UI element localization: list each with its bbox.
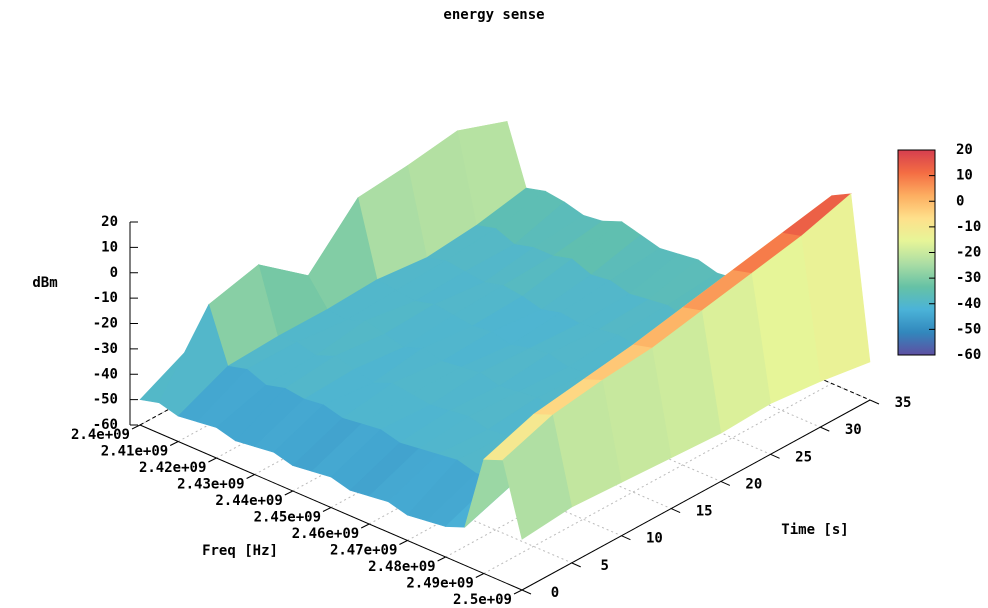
x-tick bbox=[322, 507, 332, 512]
x-tick-label: 2.41e+09 bbox=[101, 444, 168, 460]
colorbar-tick-label: 0 bbox=[956, 193, 964, 209]
x-tick bbox=[208, 457, 217, 463]
colorbar-tick-label: -20 bbox=[956, 245, 981, 261]
y-tick-label: 5 bbox=[600, 558, 608, 574]
x-tick-label: 2.5e+09 bbox=[453, 592, 512, 608]
z-tick-label: -60 bbox=[93, 417, 118, 433]
x-tick-label: 2.44e+09 bbox=[215, 493, 282, 509]
y-tick-label: 35 bbox=[895, 395, 912, 411]
grid-line bbox=[483, 383, 833, 574]
x-tick bbox=[399, 540, 408, 545]
y-tick bbox=[670, 508, 681, 514]
colorbar-tick-label: -30 bbox=[956, 270, 981, 286]
y-tick bbox=[770, 453, 780, 459]
x-tick bbox=[513, 589, 523, 595]
z-tick-label: 20 bbox=[101, 214, 118, 230]
y-tick-label: 30 bbox=[845, 422, 862, 438]
colorbar-tick-label: 20 bbox=[956, 142, 973, 158]
colorbar-tick-label: -10 bbox=[956, 219, 981, 235]
colorbar-tick-label: -40 bbox=[956, 296, 981, 312]
z-tick-label: -50 bbox=[93, 392, 118, 408]
x-tick-label: 2.48e+09 bbox=[368, 559, 435, 575]
x-tick-label: 2.47e+09 bbox=[330, 543, 397, 559]
z-tick-label: -10 bbox=[93, 290, 118, 306]
y-tick-label: 15 bbox=[696, 504, 713, 520]
z-tick-label: -30 bbox=[93, 341, 118, 357]
x-tick bbox=[360, 523, 370, 529]
colorbar-tick-label: -50 bbox=[956, 321, 981, 337]
x-tick bbox=[284, 490, 294, 496]
y-tick bbox=[820, 426, 830, 432]
grid-line bbox=[189, 397, 572, 564]
x-tick-label: 2.42e+09 bbox=[139, 460, 206, 476]
z-tick-label: 0 bbox=[110, 265, 118, 281]
x-tick-label: 2.45e+09 bbox=[254, 510, 321, 526]
x-tick bbox=[131, 424, 141, 430]
z-axis-label: dBm bbox=[32, 275, 57, 291]
surface bbox=[139, 121, 871, 540]
surface-cell bbox=[502, 414, 573, 540]
x-tick-label: 2.43e+09 bbox=[177, 477, 244, 493]
axes: -60-50-40-30-20-10010202.4e+092.41e+092.… bbox=[71, 142, 981, 608]
y-tick-label: 20 bbox=[745, 476, 762, 492]
x-tick-label: 2.4e+09 bbox=[71, 427, 130, 443]
x-axis-label: Freq [Hz] bbox=[202, 543, 278, 559]
y-axis-label: Time [s] bbox=[781, 522, 848, 538]
y-axis bbox=[521, 399, 871, 591]
y-tick bbox=[571, 562, 581, 568]
y-tick bbox=[521, 589, 532, 595]
y-tick-label: 25 bbox=[795, 449, 812, 465]
x-tick bbox=[437, 556, 446, 562]
y-tick bbox=[869, 399, 880, 405]
z-tick-label: -40 bbox=[93, 366, 118, 382]
z-tick-label: -20 bbox=[93, 316, 118, 332]
x-tick bbox=[246, 474, 255, 479]
y-tick bbox=[720, 480, 731, 486]
y-tick bbox=[621, 535, 631, 541]
colorbar bbox=[897, 149, 936, 356]
chart-title: energy sense bbox=[443, 7, 544, 23]
z-tick-label: 10 bbox=[101, 239, 118, 255]
x-tick-label: 2.46e+09 bbox=[292, 526, 359, 542]
y-tick-label: 0 bbox=[551, 585, 559, 601]
x-tick-label: 2.49e+09 bbox=[406, 576, 473, 592]
x-tick bbox=[169, 441, 179, 446]
colorbar-tick-label: 10 bbox=[956, 168, 973, 184]
x-tick bbox=[475, 573, 485, 578]
colorbar-tick-label: -60 bbox=[956, 347, 981, 363]
y-tick-label: 10 bbox=[646, 531, 663, 547]
